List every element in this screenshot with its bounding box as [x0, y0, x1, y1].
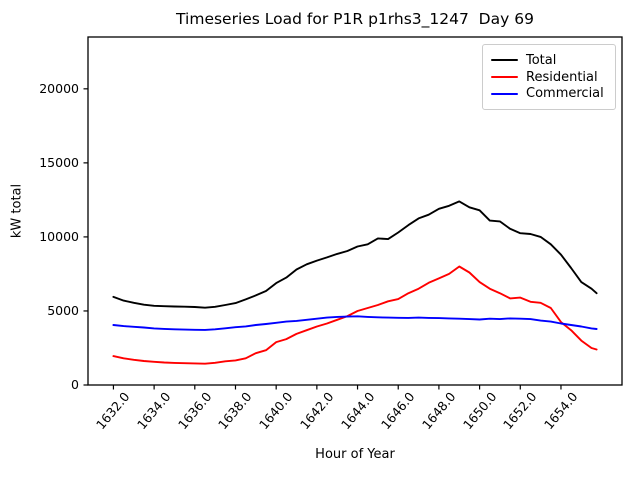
y-tick-label: 0: [71, 377, 79, 392]
legend-label-total: Total: [526, 52, 557, 68]
series-line-commercial: [112, 315, 598, 331]
legend-label-residential: Residential: [526, 69, 598, 85]
series-line-residential: [112, 265, 598, 365]
chart-title: Timeseries Load for P1R p1rhs3_1247 Day …: [176, 10, 534, 28]
x-axis-label: Hour of Year: [315, 447, 395, 462]
legend-entry-total: Total: [491, 52, 607, 69]
legend-entry-commercial: Commercial: [491, 85, 607, 102]
y-tick-label: 20000: [39, 80, 79, 96]
series-line-total: [112, 200, 598, 309]
legend-label-commercial: Commercial: [526, 86, 604, 102]
y-tick-label: 5000: [47, 302, 79, 318]
legend-line-total-icon: [491, 59, 518, 62]
legend-line-commercial-icon: [491, 92, 518, 95]
y-tick-label: 15000: [39, 154, 79, 170]
y-tick-label: 10000: [39, 228, 79, 244]
legend-line-residential-icon: [491, 76, 518, 78]
legend: Total Residential Commercial: [482, 44, 616, 110]
axes-box: [87, 36, 623, 386]
legend-entry-residential: Residential: [491, 69, 607, 86]
